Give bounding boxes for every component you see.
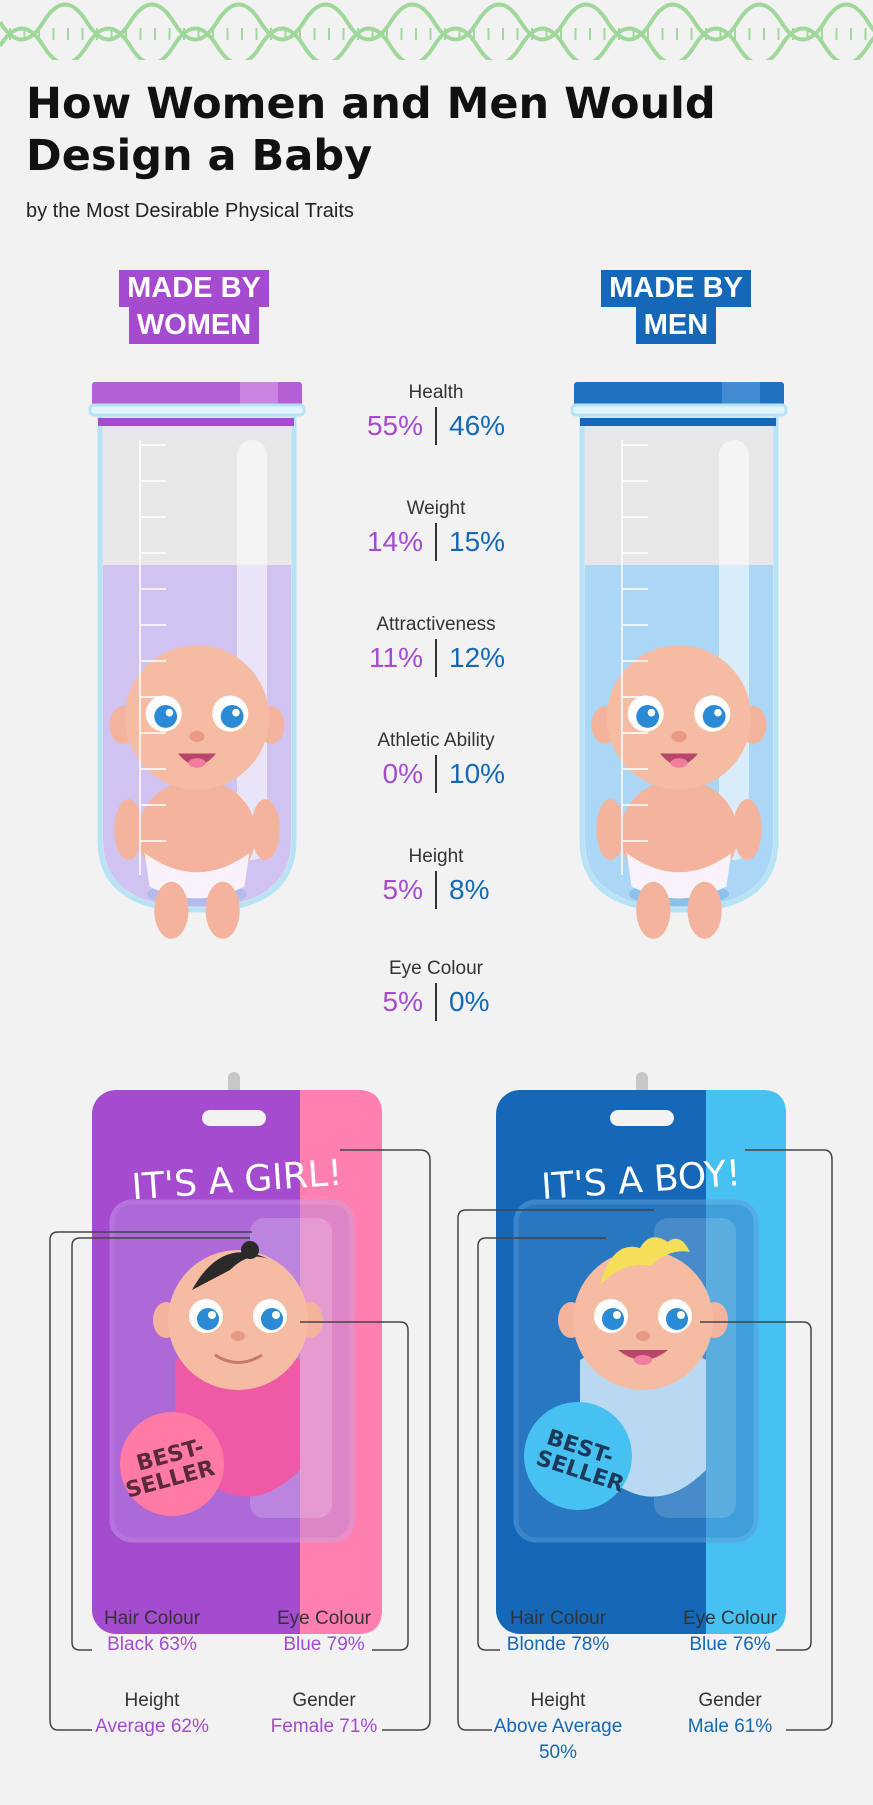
toy-packages: BEST- SELLER IT'S A GIRL! BEST- SELLER I… xyxy=(49,1072,833,1731)
girl-eye-colour: Eye Colour Blue 79% xyxy=(277,1608,371,1655)
stat-athletic-ability: Athletic Ability 0% 10% xyxy=(340,728,532,794)
stat-health: Health 55% 46% xyxy=(340,380,532,446)
girl-height: Height Average 62% xyxy=(95,1690,209,1737)
stat-eye-colour: Eye Colour 5% 0% xyxy=(340,956,532,1022)
page-subtitle: by the Most Desirable Physical Traits xyxy=(26,200,354,222)
made-by-women-tag: MADE BY WOMEN xyxy=(110,270,278,344)
girl-package: BEST- SELLER IT'S A GIRL! xyxy=(49,1072,431,1731)
made-by-men-tag: MADE BY MEN xyxy=(590,270,762,344)
boy-package: BEST- SELLER IT'S A BOY! xyxy=(457,1072,833,1731)
stat-attractiveness: Attractiveness 11% 12% xyxy=(340,612,532,678)
test-tube-women-icon xyxy=(88,382,306,939)
test-tube-men-icon xyxy=(570,382,788,939)
best-seller-badge-boy-icon: BEST- SELLER xyxy=(524,1402,632,1510)
test-tubes xyxy=(88,382,788,939)
boy-eye-colour: Eye Colour Blue 76% xyxy=(683,1608,777,1655)
stat-weight: Weight 14% 15% xyxy=(340,496,532,562)
best-seller-badge-girl-icon: BEST- SELLER xyxy=(120,1412,224,1516)
page-title: How Women and Men Would Design a Baby xyxy=(26,79,716,181)
girl-gender: Gender Female 71% xyxy=(270,1690,378,1737)
boy-gender: Gender Male 61% xyxy=(687,1690,773,1737)
girl-hair-colour: Hair Colour Black 63% xyxy=(103,1608,201,1655)
stat-height: Height 5% 8% xyxy=(340,844,532,910)
boy-hair-colour: Hair Colour Blonde 78% xyxy=(506,1608,610,1655)
dna-strand-icon xyxy=(0,2,873,60)
boy-height: Height Above Average 50% xyxy=(493,1690,623,1763)
